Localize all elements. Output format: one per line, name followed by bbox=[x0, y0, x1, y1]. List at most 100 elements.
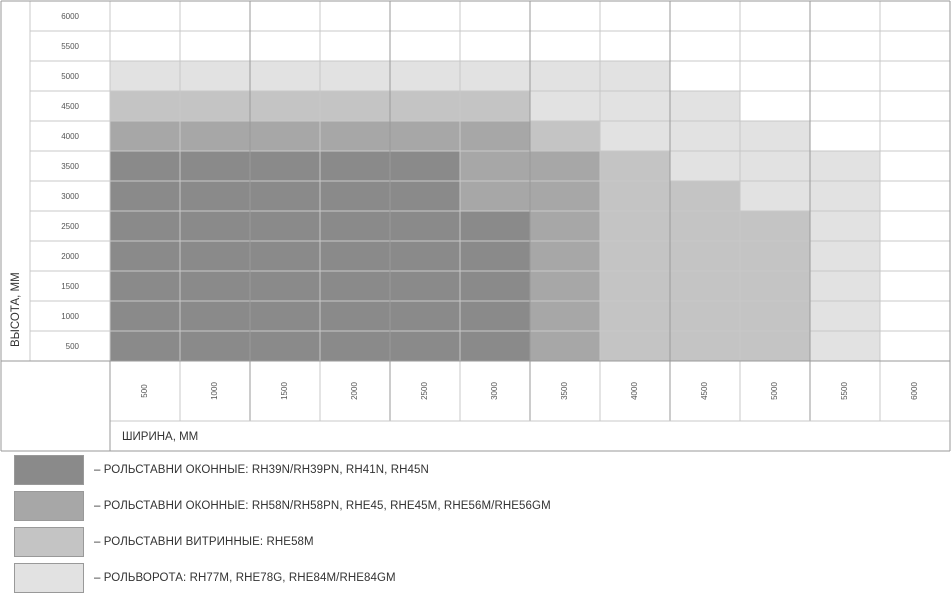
heatmap-cell bbox=[320, 241, 390, 271]
heatmap-cell bbox=[670, 1, 740, 31]
heatmap-cell bbox=[390, 121, 460, 151]
y-tick-label: 2000 bbox=[61, 252, 79, 261]
heatmap-cell bbox=[740, 1, 810, 31]
x-tick-label: 4000 bbox=[630, 382, 639, 400]
heatmap-cell bbox=[390, 271, 460, 301]
heatmap-cell bbox=[250, 91, 320, 121]
heatmap-cell bbox=[250, 61, 320, 91]
heatmap-cell bbox=[460, 271, 530, 301]
heatmap-cell bbox=[180, 61, 250, 91]
legend-swatch-4 bbox=[14, 563, 84, 593]
heatmap-cell bbox=[390, 151, 460, 181]
y-tick-label: 6000 bbox=[61, 12, 79, 21]
heatmap-cell bbox=[320, 1, 390, 31]
heatmap-cell bbox=[530, 1, 600, 31]
heatmap-cell bbox=[390, 61, 460, 91]
heatmap-cell bbox=[670, 151, 740, 181]
x-tick-label: 1000 bbox=[210, 382, 219, 400]
heatmap-cell bbox=[460, 1, 530, 31]
heatmap-cell bbox=[600, 271, 670, 301]
heatmap-cell bbox=[180, 31, 250, 61]
heatmap-cell bbox=[390, 1, 460, 31]
heatmap-cell bbox=[110, 1, 180, 31]
heatmap-cell bbox=[460, 61, 530, 91]
heatmap-cell bbox=[460, 151, 530, 181]
y-tick-label: 4500 bbox=[61, 102, 79, 111]
heatmap-cell bbox=[600, 301, 670, 331]
heatmap-cell bbox=[390, 181, 460, 211]
heatmap-cell bbox=[250, 121, 320, 151]
legend-swatch-2 bbox=[14, 491, 84, 521]
heatmap-cell bbox=[110, 151, 180, 181]
heatmap-cell bbox=[740, 271, 810, 301]
heatmap-cell bbox=[390, 301, 460, 331]
x-tick-label: 6000 bbox=[910, 382, 919, 400]
heatmap-cell bbox=[740, 331, 810, 361]
heatmap-cell bbox=[320, 271, 390, 301]
legend-swatch-1 bbox=[14, 455, 84, 485]
heatmap-cell bbox=[180, 241, 250, 271]
heatmap-cell bbox=[460, 91, 530, 121]
heatmap-cell bbox=[460, 241, 530, 271]
legend-label-3: – РОЛЬСТАВНИ ВИТРИННЫЕ: RHE58M bbox=[94, 536, 314, 548]
heatmap-cell bbox=[110, 61, 180, 91]
heatmap-cell bbox=[320, 121, 390, 151]
heatmap-cell bbox=[320, 301, 390, 331]
heatmap-cell bbox=[460, 121, 530, 151]
y-axis-title: ВЫСОТА, ММ bbox=[10, 272, 22, 347]
heatmap-cell bbox=[880, 61, 950, 91]
heatmap-cell bbox=[880, 331, 950, 361]
heatmap-cell bbox=[320, 211, 390, 241]
heatmap-cell bbox=[530, 151, 600, 181]
heatmap-cell bbox=[180, 91, 250, 121]
legend-item-2: – РОЛЬСТАВНИ ОКОННЫЕ: RH58N/RH58PN, RHE4… bbox=[14, 491, 714, 523]
y-tick-label: 4000 bbox=[61, 132, 79, 141]
heatmap-cell bbox=[740, 121, 810, 151]
heatmap-cell bbox=[460, 31, 530, 61]
heatmap-cell bbox=[110, 91, 180, 121]
size-chart: 6000 5500 5000 4500 4000 3500 3000 2500 2000 1500… bbox=[0, 0, 951, 452]
y-tick-label: 2500 bbox=[61, 222, 79, 231]
heatmap-cell bbox=[880, 1, 950, 31]
heatmap-cell bbox=[810, 271, 880, 301]
heatmap-cell bbox=[600, 1, 670, 31]
heatmap-cell bbox=[880, 151, 950, 181]
legend-label-4: – РОЛЬВОРОТА: RH77M, RHE78G, RHE84M/RHE8… bbox=[94, 572, 396, 584]
heatmap-cell bbox=[880, 181, 950, 211]
x-tick-label: 3500 bbox=[560, 382, 569, 400]
heatmap-cell bbox=[810, 61, 880, 91]
legend-label-1: – РОЛЬСТАВНИ ОКОННЫЕ: RH39N/RH39PN, RH41… bbox=[94, 464, 429, 476]
heatmap-cell bbox=[250, 271, 320, 301]
x-tick-label: 2500 bbox=[420, 382, 429, 400]
heatmap-cell bbox=[110, 331, 180, 361]
heatmap-cell bbox=[180, 211, 250, 241]
heatmap-cell bbox=[460, 331, 530, 361]
heatmap-cell bbox=[880, 271, 950, 301]
heatmap-cell bbox=[180, 181, 250, 211]
heatmap-cell bbox=[810, 181, 880, 211]
heatmap-cell bbox=[670, 211, 740, 241]
heatmap-cell bbox=[880, 211, 950, 241]
heatmap-cell bbox=[670, 271, 740, 301]
heatmap-cell bbox=[180, 271, 250, 301]
heatmap-cell bbox=[740, 31, 810, 61]
heatmap-cell bbox=[530, 91, 600, 121]
heatmap-cell bbox=[390, 31, 460, 61]
heatmap-cell bbox=[810, 31, 880, 61]
heatmap-cell bbox=[110, 211, 180, 241]
heatmap-cell bbox=[180, 301, 250, 331]
heatmap-cell bbox=[600, 91, 670, 121]
heatmap-cell bbox=[740, 91, 810, 121]
heatmap-cell bbox=[460, 211, 530, 241]
x-tick-label: 3000 bbox=[490, 382, 499, 400]
x-tick-label: 2000 bbox=[350, 382, 359, 400]
heatmap-cell bbox=[670, 301, 740, 331]
heatmap-cell bbox=[810, 301, 880, 331]
heatmap-cell bbox=[530, 121, 600, 151]
heatmap-cell bbox=[600, 61, 670, 91]
heatmap-cell bbox=[670, 241, 740, 271]
heatmap-cell bbox=[390, 331, 460, 361]
y-tick-label: 500 bbox=[66, 342, 80, 351]
heatmap-cell bbox=[180, 151, 250, 181]
heatmap-cell bbox=[110, 181, 180, 211]
